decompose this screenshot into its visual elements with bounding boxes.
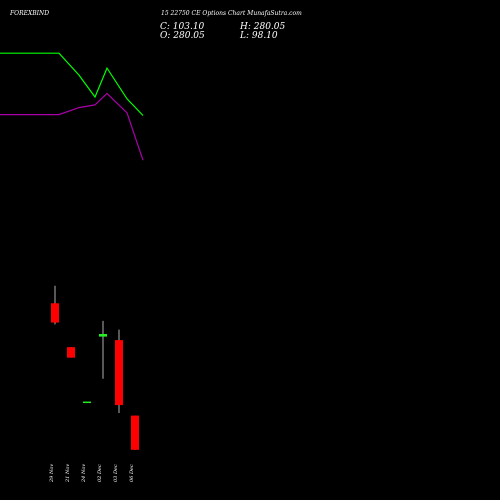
x-tick-label: 29 Nov bbox=[49, 464, 55, 483]
x-tick-label: 24 Nov bbox=[81, 464, 87, 483]
candlestick-series bbox=[51, 285, 139, 450]
symbol-label: FOREXBIND bbox=[9, 10, 49, 17]
candle bbox=[51, 285, 59, 325]
low-value: L: 98.10 bbox=[239, 31, 278, 41]
candle-body bbox=[115, 340, 123, 406]
open-value: O: 280.05 bbox=[160, 31, 205, 41]
candle-body bbox=[51, 303, 59, 323]
x-tick-label: 06 Dec bbox=[129, 464, 135, 482]
candle-body bbox=[99, 333, 107, 337]
candle bbox=[67, 347, 75, 358]
close-value: C: 103.10 bbox=[160, 22, 205, 32]
high-value: H: 280.05 bbox=[239, 22, 286, 32]
candle bbox=[115, 329, 123, 413]
x-tick-label: 21 Nov bbox=[65, 464, 71, 483]
ma-line-1 bbox=[0, 52, 144, 116]
candle-body bbox=[83, 401, 91, 404]
moving-average-lines bbox=[0, 52, 144, 161]
candle-body bbox=[67, 347, 75, 358]
candle bbox=[83, 401, 91, 404]
candle-body bbox=[131, 415, 139, 450]
x-tick-label: 03 Dec bbox=[113, 464, 119, 482]
ma-line-2 bbox=[0, 92, 144, 161]
x-axis-tick-labels: 29 Nov 21 Nov 24 Nov 02 Dec 03 Dec 06 Dec bbox=[49, 464, 135, 483]
chart-subtitle: 15 22750 CE Options Chart MunafaSutra.co… bbox=[161, 10, 302, 17]
candle bbox=[131, 415, 139, 450]
candle bbox=[99, 320, 107, 379]
x-tick-label: 02 Dec bbox=[97, 464, 103, 482]
